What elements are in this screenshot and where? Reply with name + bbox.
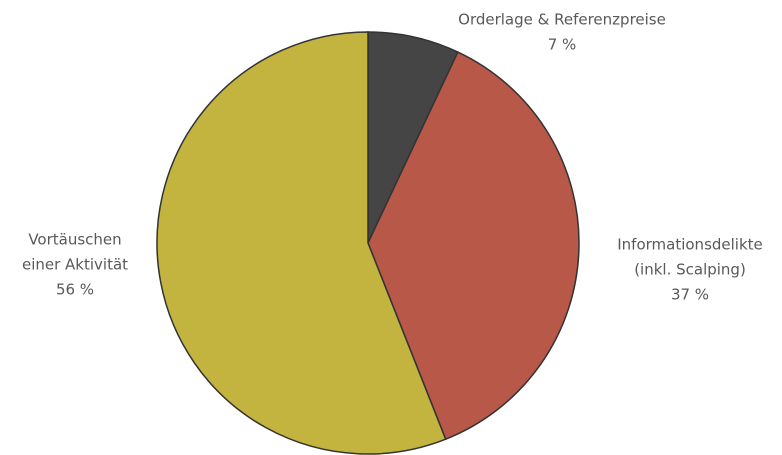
slice-label: Vortäuschen [28, 231, 121, 249]
pie-slice [156, 31, 447, 455]
slice-label: Informationsdelikte [617, 236, 763, 254]
value-label: 37 % [671, 286, 709, 304]
slice-label: einer Aktivität [22, 256, 128, 274]
pie-slice [367, 51, 580, 441]
value-label: 7 % [548, 36, 577, 54]
value-label: 56 % [56, 281, 94, 299]
slice-label: (inkl. Scalping) [634, 261, 746, 279]
slice-label: Orderlage & Referenzpreise [458, 11, 666, 29]
